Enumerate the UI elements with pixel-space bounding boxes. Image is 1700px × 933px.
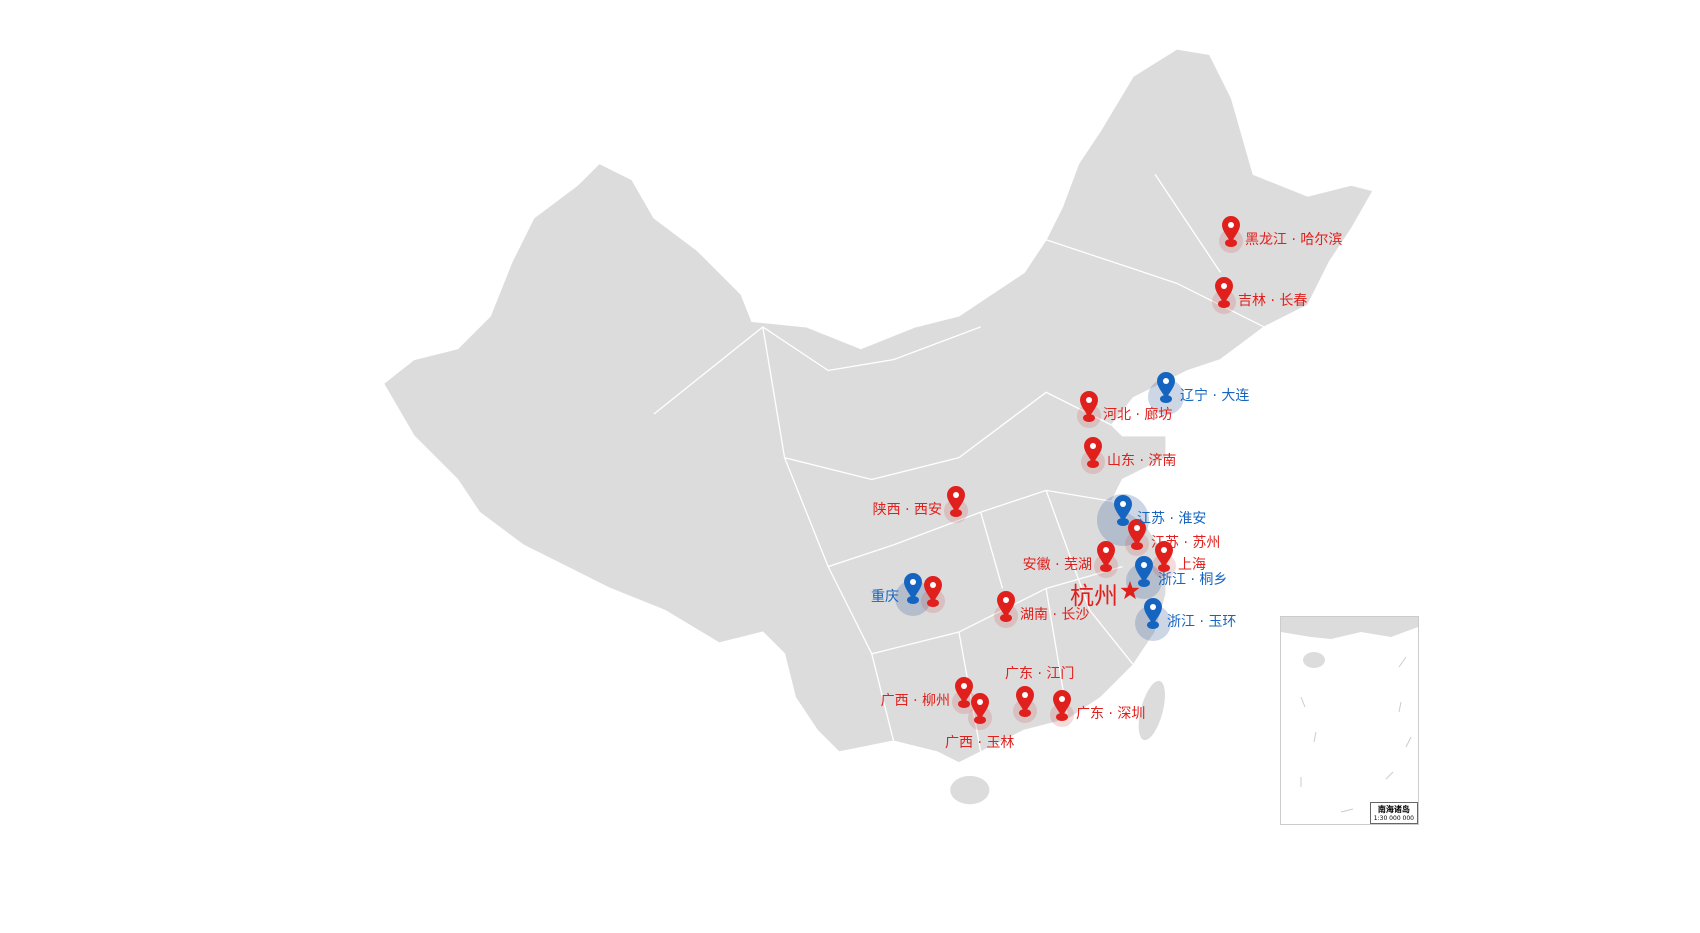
marker-label: 辽宁 · 大连: [1180, 388, 1250, 404]
map-pin-icon: [904, 573, 922, 600]
map-pin-icon: [947, 486, 965, 513]
map-pin-icon: [1053, 690, 1071, 717]
map-pin-icon: [1222, 216, 1240, 243]
map-pin-icon: [997, 591, 1015, 618]
map-pin-icon: [1114, 495, 1132, 522]
marker-blue[interactable]: [1148, 372, 1184, 415]
map-pin-icon: [1084, 437, 1102, 464]
marker-label: 重庆: [871, 589, 899, 605]
map-pin-icon: [1157, 372, 1175, 399]
inset-caption: 南海诸岛 1:30 000 000: [1369, 802, 1418, 824]
hainan-shape: [950, 775, 990, 805]
map-pin-icon: [1080, 391, 1098, 418]
marker-red[interactable]: [1050, 690, 1074, 727]
marker-red[interactable]: [1013, 686, 1037, 723]
inset-title: 南海诸岛: [1377, 805, 1410, 814]
marker-red[interactable]: [1152, 541, 1176, 578]
marker-label: 湖南 · 长沙: [1020, 607, 1090, 623]
marker-red[interactable]: [994, 591, 1018, 628]
marker-label: 河北 · 廊坊: [1103, 407, 1173, 423]
marker-red[interactable]: [1212, 277, 1236, 314]
marker-label: 黑龙江 · 哈尔滨: [1245, 232, 1343, 248]
marker-label: 上海: [1178, 557, 1206, 573]
map-pin-icon: [924, 576, 942, 603]
marker-red[interactable]: [1077, 391, 1101, 428]
map-pin-icon: [1097, 541, 1115, 568]
marker-label: 广西 · 玉林: [945, 735, 1015, 751]
marker-label: 安徽 · 芜湖: [1022, 557, 1092, 573]
star-icon[interactable]: [1120, 581, 1140, 600]
taiwan-shape: [1138, 680, 1165, 741]
marker-red[interactable]: [1219, 216, 1243, 253]
marker-label: 山东 · 济南: [1107, 453, 1177, 469]
marker-red[interactable]: [921, 576, 945, 613]
marker-label: 浙江 · 玉环: [1167, 614, 1237, 630]
south-china-sea-inset: 南海诸岛 1:30 000 000: [1280, 616, 1419, 825]
map-pin-icon: [1155, 541, 1173, 568]
marker-blue[interactable]: [1135, 598, 1171, 641]
marker-label: 广西 · 柳州: [880, 693, 950, 709]
map-pin-icon: [1128, 519, 1146, 546]
map-pin-icon: [971, 693, 989, 720]
inset-scale: 1:30 000 000: [1373, 815, 1414, 822]
map-pin-icon: [955, 677, 973, 704]
marker-label: 陕西 · 西安: [872, 502, 942, 518]
marker-red[interactable]: [1081, 437, 1105, 474]
map-pin-icon: [1016, 686, 1034, 713]
capital-label: 杭州: [1070, 582, 1118, 610]
marker-red[interactable]: [968, 693, 992, 730]
marker-red[interactable]: [952, 677, 976, 714]
map-pin-icon: [1215, 277, 1233, 304]
marker-blue[interactable]: [895, 573, 931, 616]
map-pin-icon: [1144, 598, 1162, 625]
marker-red[interactable]: [1094, 541, 1118, 578]
marker-label: 浙江 · 桐乡: [1158, 572, 1228, 588]
marker-label: 广东 · 深圳: [1076, 706, 1146, 722]
marker-red[interactable]: [944, 486, 968, 523]
marker-label: 广东 · 江门: [1005, 666, 1075, 682]
map-pin-icon: [1135, 556, 1153, 583]
marker-red[interactable]: [1125, 519, 1149, 556]
marker-label: 江苏 · 苏州: [1151, 535, 1221, 551]
marker-label: 江苏 · 淮安: [1137, 511, 1207, 527]
marker-label: 吉林 · 长春: [1238, 293, 1308, 309]
mainland-shape: [382, 48, 1374, 764]
